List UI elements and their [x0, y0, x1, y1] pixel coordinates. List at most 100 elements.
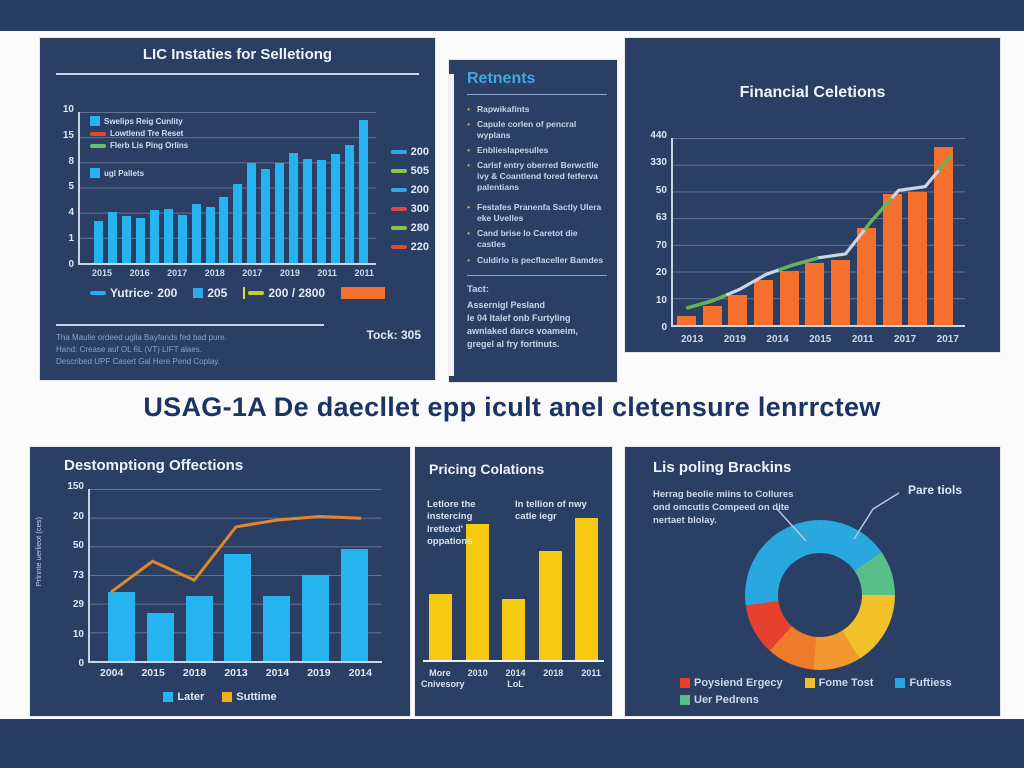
bar	[275, 163, 285, 263]
y-tick: 10	[72, 628, 84, 640]
x-tick: 2015	[141, 667, 165, 679]
legend-label: Flerb Lis Ping Orlins	[110, 141, 189, 150]
panel2-left-accent-bar	[449, 74, 454, 376]
panel1-bar-series	[94, 112, 368, 263]
bar	[754, 280, 774, 325]
text-line: Tha Maulie ordeed uglia Bayfands fed bad…	[56, 333, 227, 342]
legend-item: Uer Pedrens	[680, 694, 759, 706]
bar	[856, 227, 876, 325]
panel3-x-axis-labels: 2013 2019 2014 2015 2011 2017 2017	[681, 334, 959, 345]
x-tick: 2011	[581, 668, 601, 678]
legend-swatch	[390, 207, 407, 211]
x-tick: 2019	[307, 667, 331, 679]
bar	[107, 211, 117, 263]
legend-label: 200	[410, 184, 429, 196]
bar	[191, 204, 201, 263]
legend-label: Fome Tost	[818, 677, 874, 689]
panel3-plot-area	[671, 138, 965, 327]
panel-top-left-bar-chart: LIC Instaties for Selletiong 10 15 8 5 4 1 0 S…	[40, 38, 435, 380]
panel5-note-left: Letlore the instercing lretlexd' oppatio…	[427, 499, 476, 548]
bar	[289, 152, 299, 263]
legend-item: 220	[390, 241, 429, 253]
panel-bottom-middle-pricing-chart: Pricing Colations Letlore the instercing…	[415, 447, 612, 716]
bar	[908, 192, 928, 325]
page-title: USAG-1A De daecllet epp icult anel clete…	[143, 392, 881, 422]
panel-top-middle-bullet-list: Retnents Rapwikafints Capule corlen of pe…	[449, 60, 617, 382]
y-tick: 0	[661, 321, 667, 333]
x-tick: 2019	[279, 268, 300, 278]
y-tick: 5	[68, 181, 74, 193]
panel3-trend-line	[673, 138, 965, 325]
panel5-plot-area	[429, 510, 598, 660]
legend-swatch	[804, 678, 815, 688]
bar	[805, 263, 825, 325]
panel1-inner-legend-secondary: ugl Pallets	[90, 168, 144, 178]
panel1-right-legend: 200 505 200 300 280 220	[390, 146, 429, 253]
top-banner-strip	[0, 0, 1024, 31]
bar	[149, 210, 159, 263]
panel5-x-axis-labels: More Cnivesory 2010 2014 LoL 2018 2011	[421, 668, 610, 691]
panel4-legend: Later Suttime	[30, 691, 410, 703]
panel6-legend: Poysiend Ergecy Fome Tost Fuftiess Uer Pedr…	[680, 677, 980, 706]
x-tick: 2018	[182, 667, 207, 679]
panel4-y-axis-title: Prlnnte uerlieot (ces)	[34, 517, 43, 587]
legend-label: 205	[207, 286, 228, 300]
y-tick: 50	[655, 184, 667, 196]
bar	[303, 158, 313, 263]
legend-swatch	[90, 131, 106, 136]
bar	[882, 194, 902, 325]
bar	[263, 595, 291, 661]
y-tick: 50	[72, 540, 84, 551]
bar	[728, 295, 748, 325]
x-tick: 2019	[723, 334, 746, 345]
legend-label: Poysiend Ergecy	[694, 677, 783, 689]
x-tick: More Cnivesory	[421, 668, 465, 690]
bar	[233, 184, 243, 263]
y-tick: 20	[72, 510, 84, 522]
x-tick: 2015	[92, 268, 113, 278]
legend-item: 505	[390, 165, 429, 177]
bar	[575, 517, 598, 660]
legend-item: Yutrice· 200	[89, 286, 177, 300]
bar	[224, 554, 252, 661]
y-tick: 330	[650, 157, 667, 169]
x-tick: 2011	[317, 268, 337, 278]
panel2-title-rule	[467, 94, 607, 95]
legend-item: 200	[390, 146, 429, 158]
x-tick: 2014 LoL	[505, 668, 526, 690]
x-tick: 2011	[851, 334, 874, 345]
panel6-note: Herrag beolie miins to Collures ond omcu…	[653, 489, 794, 526]
legend-item: Fuftiess	[895, 677, 952, 689]
bar	[677, 315, 696, 325]
legend-label: 200	[410, 146, 429, 158]
bottom-banner-strip	[0, 719, 1024, 768]
legend-swatch	[390, 169, 407, 173]
text-line: le 04 Italef onb Furtyling	[467, 312, 571, 323]
x-tick: 2004	[100, 667, 124, 679]
panel1-footnote: Tha Maulie ordeed uglia Bayfands fed bad…	[56, 332, 227, 368]
bar	[163, 208, 173, 263]
panel5-bar-series	[429, 510, 598, 660]
legend-label: 200 / 2800	[268, 286, 326, 300]
panel1-title-rule	[56, 73, 419, 75]
bar	[330, 154, 340, 263]
text-line: awnlaked darce voameim,	[467, 325, 579, 336]
legend-label: Fuftiess	[909, 677, 952, 689]
legend-label: 505	[410, 165, 429, 177]
bar	[94, 220, 103, 263]
panel1-y-axis-labels: 10 15 8 5 4 1 0	[48, 104, 74, 270]
legend-label: Suttime	[236, 691, 277, 703]
bar	[177, 214, 187, 263]
bar	[205, 207, 215, 263]
panel2-content: Retnents Rapwikafints Capule corlen of pe…	[467, 70, 607, 374]
legend-item: 300	[390, 203, 429, 215]
panel2-title: Retnents	[467, 70, 536, 87]
panel4-x-axis-labels: 2004 2015 2018 2013 2014 2019 2014	[100, 667, 372, 679]
panel1-title: LIC Instaties for Selletiong	[142, 46, 333, 63]
bullet-item: Cand brise lo Caretot die castles	[467, 228, 607, 250]
legend-item: Fome Tost	[804, 677, 874, 689]
legend-item: ugl Pallets	[90, 168, 144, 178]
legend-swatch	[680, 695, 690, 705]
x-tick: 2014	[766, 334, 789, 345]
bar	[108, 592, 135, 661]
